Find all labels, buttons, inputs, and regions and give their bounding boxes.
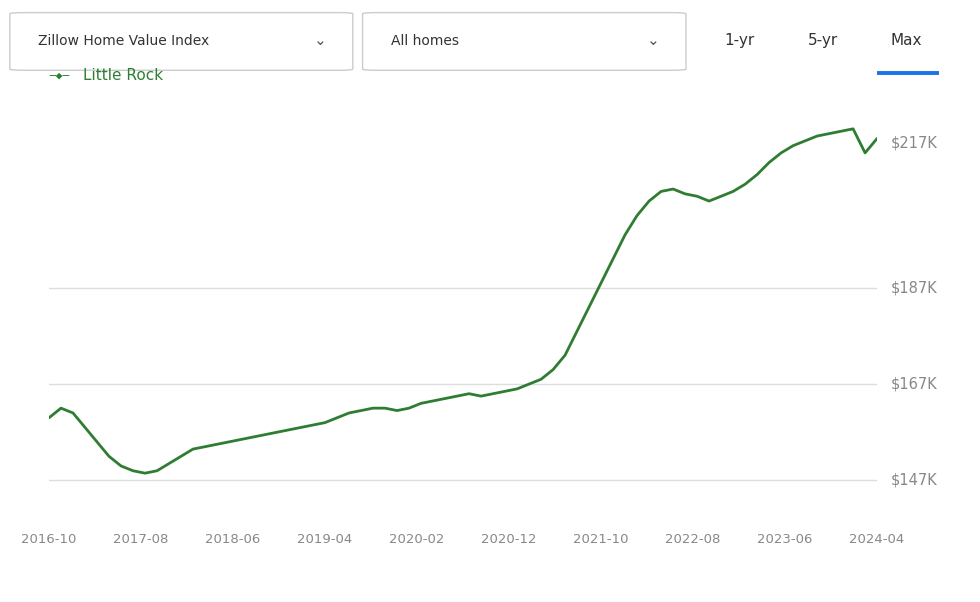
Text: $187K: $187K bbox=[891, 281, 938, 295]
Text: ⌄: ⌄ bbox=[314, 33, 327, 48]
Text: Max: Max bbox=[891, 33, 922, 48]
Text: $167K: $167K bbox=[891, 377, 938, 391]
Text: ⌄: ⌄ bbox=[647, 33, 661, 48]
Text: $147K: $147K bbox=[891, 473, 938, 488]
Text: ─◆─: ─◆─ bbox=[49, 70, 70, 80]
Text: $217K: $217K bbox=[891, 136, 938, 150]
Text: 1-yr: 1-yr bbox=[725, 33, 755, 48]
Text: Zillow Home Value Index: Zillow Home Value Index bbox=[38, 34, 210, 48]
Text: Little Rock: Little Rock bbox=[83, 68, 164, 82]
FancyBboxPatch shape bbox=[10, 13, 353, 70]
FancyBboxPatch shape bbox=[363, 13, 686, 70]
Text: All homes: All homes bbox=[391, 34, 459, 48]
Text: 5-yr: 5-yr bbox=[808, 33, 838, 48]
